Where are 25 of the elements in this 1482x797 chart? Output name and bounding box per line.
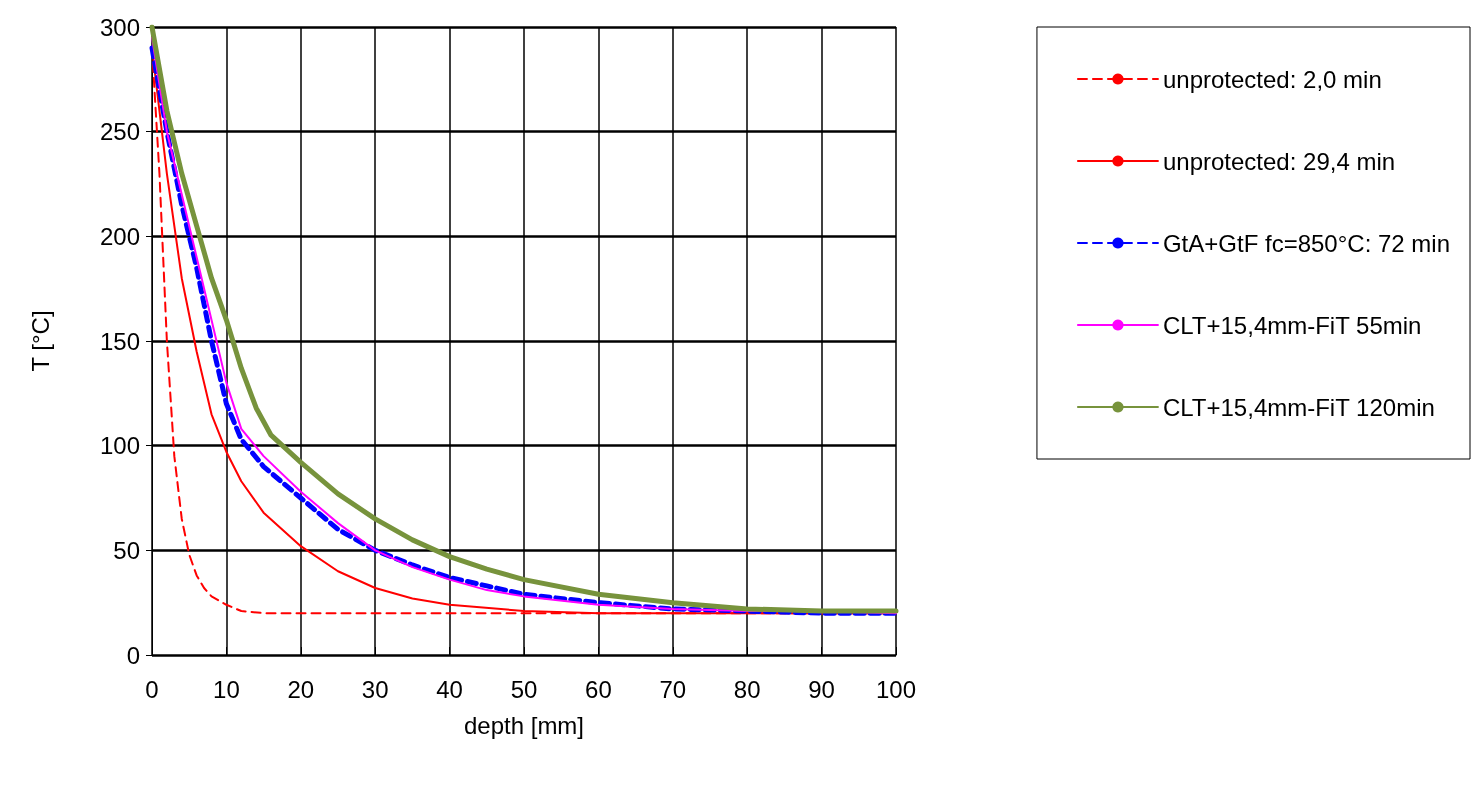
y-tick-label: 250	[99, 118, 140, 146]
x-tick-label: 30	[361, 675, 389, 703]
x-tick-label: 60	[585, 675, 612, 703]
y-axis-title: T [°C]	[26, 310, 54, 372]
x-axis-title: depth [mm]	[463, 711, 585, 739]
y-tick-label: 0	[126, 641, 140, 669]
x-tick-label: 50	[510, 675, 538, 703]
y-tick-label: 50	[113, 536, 140, 564]
x-tick-label: 20	[287, 675, 315, 703]
x-tick-label: 80	[733, 675, 761, 703]
x-tick-label: 100	[875, 675, 917, 703]
x-tick-label: 0	[145, 675, 159, 703]
y-tick-label: 100	[99, 432, 140, 460]
y-tick-label: 300	[99, 13, 140, 41]
x-tick-label: 90	[808, 675, 835, 703]
y-tick-label: 150	[99, 327, 140, 355]
legend-label: GtA+GtF fc=850°C: 72 min	[1162, 229, 1451, 257]
y-tick-label: 200	[99, 222, 140, 250]
legend-label: unprotected: 2,0 min	[1162, 65, 1382, 93]
legend-label: CLT+15,4mm-FiT 120min	[1162, 393, 1435, 421]
legend-label: CLT+15,4mm-FiT 55min	[1162, 311, 1422, 339]
legend-label: unprotected: 29,4 min	[1162, 147, 1396, 175]
x-tick-label: 40	[436, 675, 463, 703]
x-tick-label: 10	[213, 675, 240, 703]
x-tick-label: 70	[659, 675, 687, 703]
